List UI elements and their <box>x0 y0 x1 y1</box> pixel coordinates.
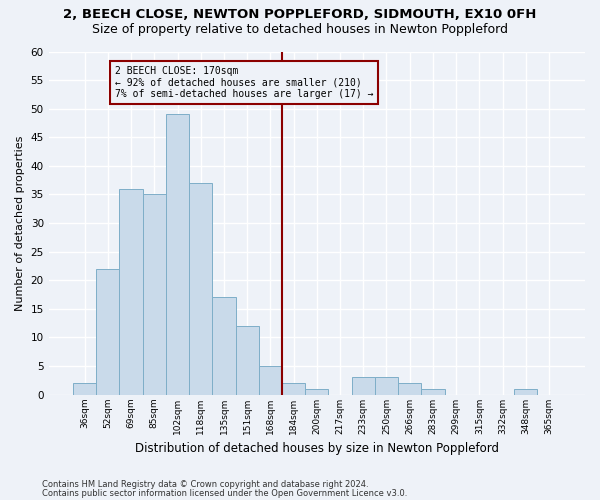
Bar <box>514 389 538 394</box>
Bar <box>189 183 212 394</box>
Bar <box>143 194 166 394</box>
Bar <box>236 326 259 394</box>
Bar <box>352 378 375 394</box>
Text: 2, BEECH CLOSE, NEWTON POPPLEFORD, SIDMOUTH, EX10 0FH: 2, BEECH CLOSE, NEWTON POPPLEFORD, SIDMO… <box>64 8 536 20</box>
X-axis label: Distribution of detached houses by size in Newton Poppleford: Distribution of detached houses by size … <box>135 442 499 455</box>
Bar <box>96 268 119 394</box>
Bar <box>305 389 328 394</box>
Bar <box>259 366 282 394</box>
Text: 2 BEECH CLOSE: 170sqm
← 92% of detached houses are smaller (210)
7% of semi-deta: 2 BEECH CLOSE: 170sqm ← 92% of detached … <box>115 66 373 99</box>
Bar <box>398 383 421 394</box>
Text: Contains public sector information licensed under the Open Government Licence v3: Contains public sector information licen… <box>42 488 407 498</box>
Bar <box>166 114 189 394</box>
Bar <box>421 389 445 394</box>
Text: Size of property relative to detached houses in Newton Poppleford: Size of property relative to detached ho… <box>92 22 508 36</box>
Bar <box>73 383 96 394</box>
Bar <box>375 378 398 394</box>
Bar <box>282 383 305 394</box>
Bar <box>212 298 236 394</box>
Text: Contains HM Land Registry data © Crown copyright and database right 2024.: Contains HM Land Registry data © Crown c… <box>42 480 368 489</box>
Y-axis label: Number of detached properties: Number of detached properties <box>15 136 25 310</box>
Bar <box>119 188 143 394</box>
